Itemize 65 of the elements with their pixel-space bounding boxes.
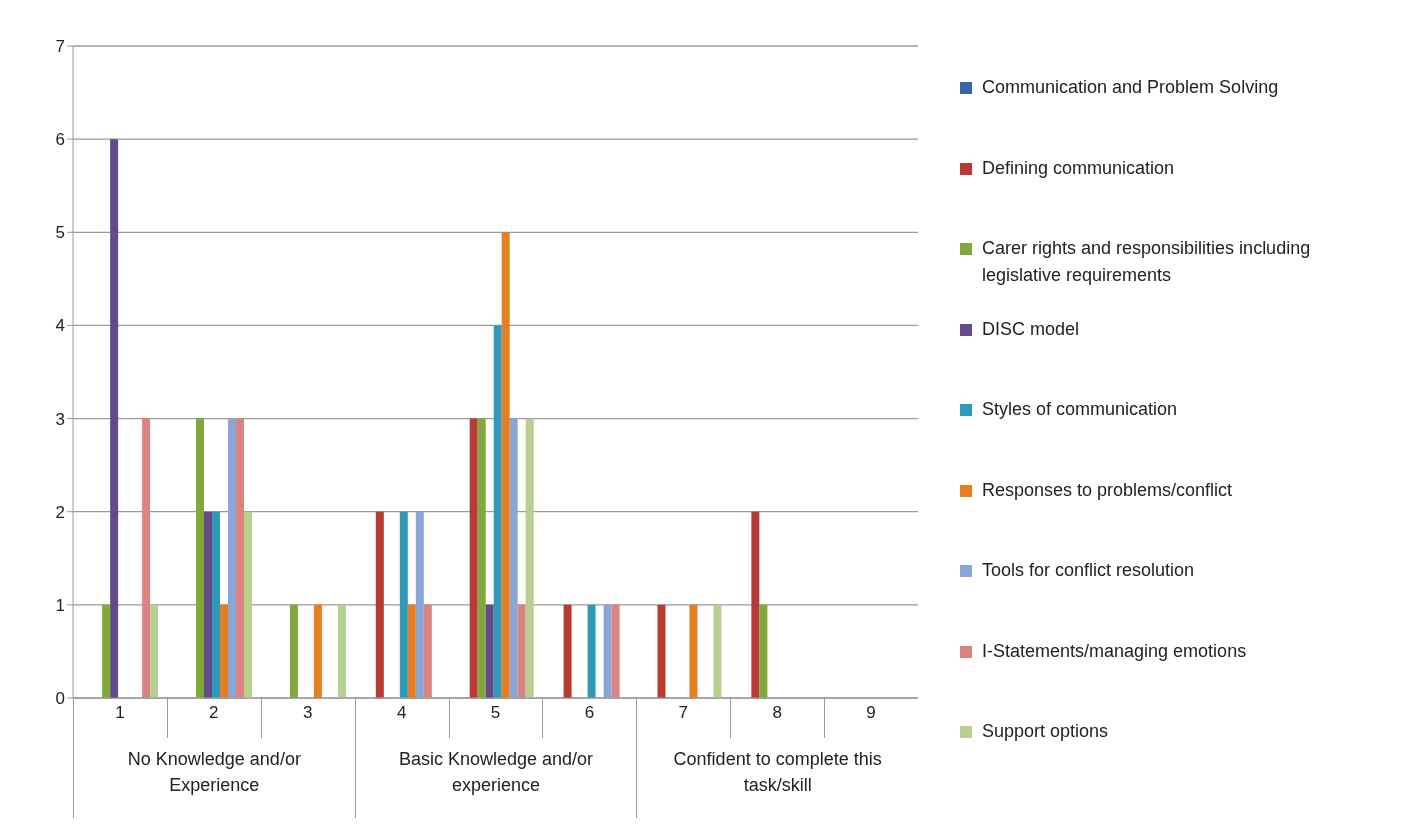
bar [509,418,518,698]
legend-label: DISC model [982,317,1081,341]
x-tick-label: 2 [209,703,219,723]
bar [713,604,722,698]
y-tick-label: 2 [55,502,65,522]
bar [501,232,510,698]
y-tick-label: 7 [55,37,65,57]
legend-label: Carer rights and responsibilities including legislative requirements [982,237,1312,287]
legend-label: Tools for conflict resolution [982,559,1196,582]
x-tick-label: 6 [584,703,595,723]
bar [337,604,346,698]
bar [244,511,253,698]
text: Confident to complete this task/skill [672,748,883,797]
bar [407,604,416,698]
bar [289,604,298,698]
legend-label: Support options [982,720,1110,743]
bar [563,604,572,698]
x-tick-label: 4 [396,703,407,723]
bar [375,511,384,698]
text: No Knowledge and/or Experience [126,748,302,797]
bar [751,511,760,698]
x-tick-label: 3 [302,703,313,723]
y-tick-label: 6 [55,130,65,150]
bar [603,604,612,698]
legend-label: Defining communication [982,156,1176,180]
bar [423,604,432,698]
bar [204,511,213,698]
bar [477,418,486,698]
bar [611,604,620,698]
bar [587,604,596,698]
y-tick-label: 4 [55,316,65,336]
y-tick-label: 5 [55,223,65,243]
legend-label: Communication and Problem Solving [982,76,1280,99]
legend-label: I-Statements/managing emotions [982,639,1248,663]
x-tick-label: 5 [490,703,501,723]
bar [150,604,159,698]
y-tick-label: 1 [55,595,65,615]
bar [469,418,478,698]
y-tick-label: 0 [55,689,65,709]
bar [110,139,119,698]
bar [196,418,205,698]
bar [399,511,408,698]
bar [759,604,768,698]
bar [493,325,502,698]
bar [102,604,111,698]
legend-label: Styles of communication [982,398,1179,421]
x-tick-label: 9 [866,703,876,723]
bar [517,604,526,698]
x-tick-label: 8 [772,703,782,723]
bar [142,418,151,698]
bar [313,604,322,698]
bar [212,511,221,698]
legend-label: Responses to problems/conflict [982,478,1234,502]
bar [689,604,698,698]
bar [220,604,229,698]
bar [657,604,666,698]
y-tick-label: 3 [55,409,65,429]
text: Basic Knowledge and/or experience [397,748,595,797]
bar [525,418,534,698]
x-tick-label: 1 [115,703,125,723]
x-tick-label: 7 [678,703,689,723]
bar [415,511,424,698]
bar [236,418,245,698]
bar [228,418,237,698]
bar [485,604,494,698]
